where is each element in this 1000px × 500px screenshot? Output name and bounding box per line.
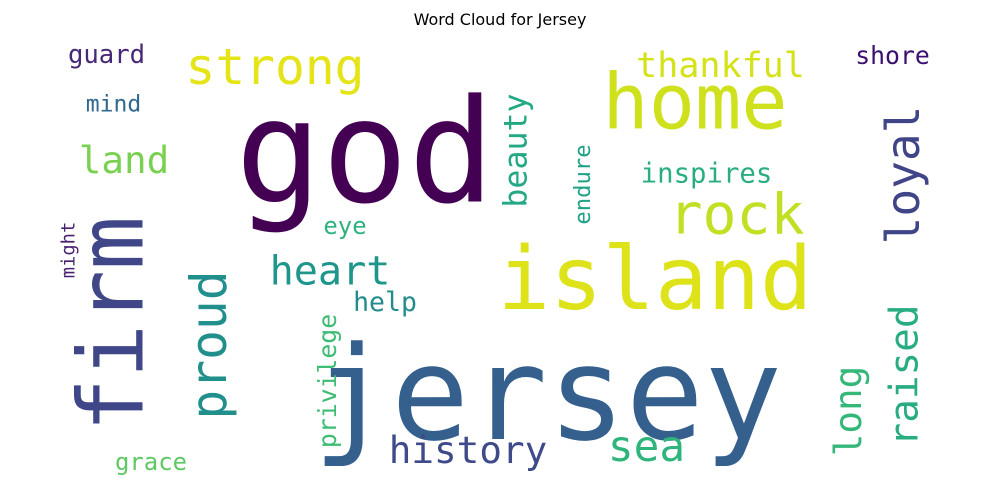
word-help: help [353, 287, 417, 318]
word-privilege: privilege [313, 314, 342, 448]
word-rock: rock [669, 183, 805, 248]
word-loyal: loyal [876, 106, 930, 245]
word-island: island [498, 228, 813, 330]
word-proud: proud [180, 270, 238, 419]
word-might: might [59, 222, 80, 279]
word-shore: shore [855, 41, 930, 70]
word-guard: guard [68, 40, 145, 70]
word-sea: sea [608, 422, 685, 472]
figure-title: Word Cloud for Jersey [413, 10, 587, 29]
word-land: land [79, 138, 170, 182]
word-eye: eye [323, 212, 366, 240]
word-strong: strong [185, 38, 364, 96]
word-heart: heart [270, 249, 391, 295]
word-history: history [389, 428, 547, 472]
word-raised: raised [883, 305, 928, 447]
word-god: god [235, 69, 494, 236]
word-beauty: beauty [499, 93, 535, 207]
word-mind: mind [86, 92, 142, 118]
word-endure: endure [570, 144, 596, 224]
word-firm: firm [61, 216, 165, 432]
word-long: long [826, 366, 870, 457]
word-home: home [602, 59, 787, 148]
word-thankful: thankful [636, 45, 805, 86]
word-inspires: inspires [641, 159, 773, 190]
word-grace: grace [115, 448, 187, 476]
word-jersey: jersey [313, 318, 782, 470]
